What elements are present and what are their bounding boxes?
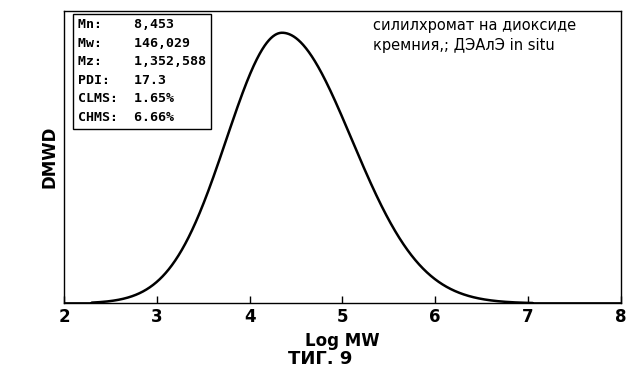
Text: силилхромат на диоксиде
кремния,; ДЭАлЭ in situ: силилхромат на диоксиде кремния,; ДЭАлЭ … [373, 18, 576, 53]
Text: Mn:    8,453
Mw:    146,029
Mz:    1,352,588
PDI:   17.3
CLMS:  1.65%
CHMS:  6.6: Mn: 8,453 Mw: 146,029 Mz: 1,352,588 PDI:… [78, 18, 206, 124]
X-axis label: Log MW: Log MW [305, 332, 380, 350]
Y-axis label: DMWD: DMWD [40, 126, 58, 188]
Text: ΤИГ. 9: ΤИГ. 9 [288, 350, 352, 368]
